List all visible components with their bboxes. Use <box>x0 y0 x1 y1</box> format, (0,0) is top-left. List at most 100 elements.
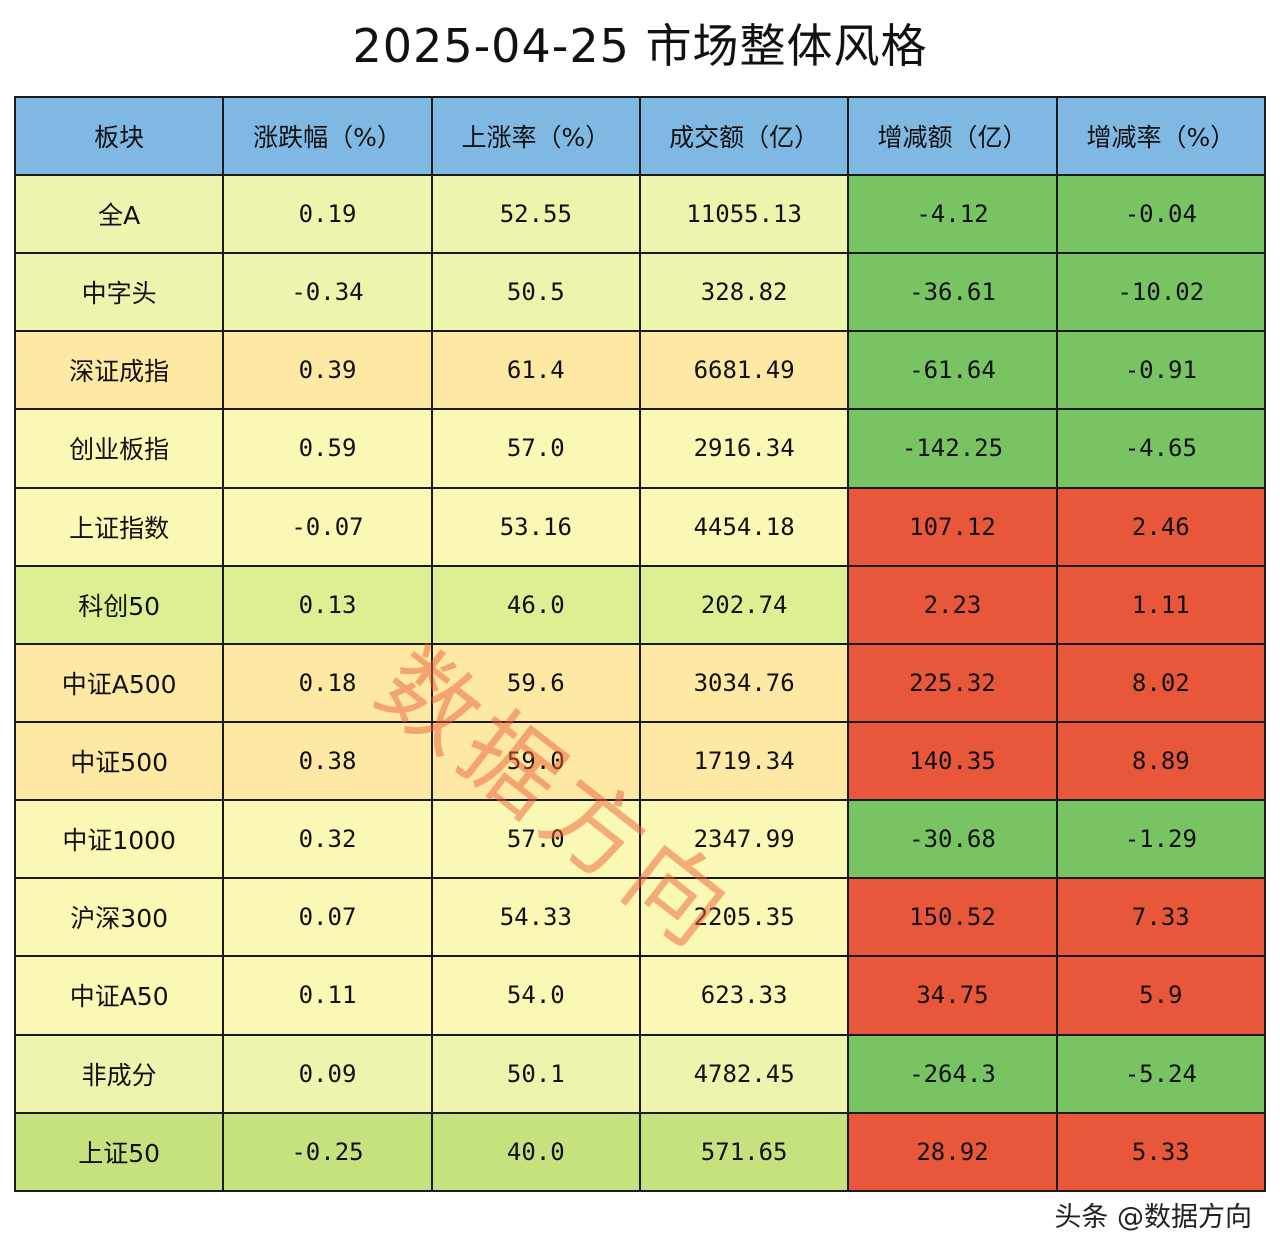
cell-advance-rate: 50.5 <box>430 252 641 333</box>
cell-turnover-delta: 225.32 <box>847 642 1058 723</box>
cell-change-pct: 0.38 <box>222 720 433 802</box>
cell-advance-rate: 57.0 <box>430 408 641 489</box>
cell-sector-name: 全A <box>13 173 225 255</box>
cell-change-pct: 0.59 <box>222 408 433 489</box>
table-row: 深证成指 0.39 61.4 6681.49 -61.64 -0.91 <box>13 330 1267 411</box>
cell-turnover-delta: 107.12 <box>847 486 1058 567</box>
cell-change-pct: -0.34 <box>222 252 433 333</box>
cell-sector-name: 深证成指 <box>13 330 225 411</box>
cell-turnover-delta-pct: -5.24 <box>1055 1033 1267 1114</box>
cell-change-pct: 0.09 <box>222 1033 433 1114</box>
table-row: 中证A500 0.18 59.6 3034.76 225.32 8.02 <box>13 642 1267 723</box>
column-header-turnover-delta: 增减额（亿） <box>847 96 1058 176</box>
cell-advance-rate: 57.0 <box>430 799 641 880</box>
cell-turnover-delta: 140.35 <box>847 720 1058 802</box>
table-row: 中字头 -0.34 50.5 328.82 -36.61 -10.02 <box>13 252 1267 333</box>
cell-turnover-delta-pct: 5.33 <box>1055 1111 1267 1193</box>
cell-turnover-delta: 34.75 <box>847 955 1058 1036</box>
cell-sector-name: 中证A500 <box>13 642 225 723</box>
cell-turnover-delta: -61.64 <box>847 330 1058 411</box>
cell-turnover-delta: 150.52 <box>847 877 1058 958</box>
cell-turnover-delta: -30.68 <box>847 799 1058 880</box>
cell-turnover: 11055.13 <box>638 173 850 255</box>
cell-turnover: 2205.35 <box>638 877 850 958</box>
cell-turnover-delta-pct: 2.46 <box>1055 486 1267 567</box>
cell-turnover: 2916.34 <box>638 408 850 489</box>
table-row: 中证1000 0.32 57.0 2347.99 -30.68 -1.29 <box>13 799 1267 880</box>
cell-advance-rate: 61.4 <box>430 330 641 411</box>
cell-turnover-delta-pct: 1.11 <box>1055 564 1267 645</box>
cell-turnover: 571.65 <box>638 1111 850 1193</box>
cell-change-pct: -0.25 <box>222 1111 433 1193</box>
table-row: 上证50 -0.25 40.0 571.65 28.92 5.33 <box>13 1111 1267 1193</box>
cell-turnover-delta: -4.12 <box>847 173 1058 255</box>
cell-sector-name: 科创50 <box>13 564 225 645</box>
cell-advance-rate: 54.0 <box>430 955 641 1036</box>
cell-sector-name: 中证1000 <box>13 799 225 880</box>
cell-sector-name: 创业板指 <box>13 408 225 489</box>
cell-turnover: 6681.49 <box>638 330 850 411</box>
cell-turnover-delta: -142.25 <box>847 408 1058 489</box>
cell-turnover: 3034.76 <box>638 642 850 723</box>
table-row: 中证A50 0.11 54.0 623.33 34.75 5.9 <box>13 955 1267 1036</box>
cell-change-pct: 0.07 <box>222 877 433 958</box>
cell-turnover-delta: -264.3 <box>847 1033 1058 1114</box>
cell-sector-name: 沪深300 <box>13 877 225 958</box>
cell-turnover: 623.33 <box>638 955 850 1036</box>
cell-turnover-delta-pct: 8.02 <box>1055 642 1267 723</box>
table-row: 上证指数 -0.07 53.16 4454.18 107.12 2.46 <box>13 486 1267 567</box>
cell-turnover: 328.82 <box>638 252 850 333</box>
column-header-advance-rate: 上涨率（%） <box>430 96 641 176</box>
cell-change-pct: -0.07 <box>222 486 433 567</box>
table-body: 全A 0.19 52.55 11055.13 -4.12 -0.04 中字头 -0.34 50.… <box>13 173 1267 1193</box>
cell-turnover-delta: 28.92 <box>847 1111 1058 1193</box>
chart-title: 2025-04-25 市场整体风格 <box>352 19 928 73</box>
cell-change-pct: 0.32 <box>222 799 433 880</box>
market-style-table: 板块 涨跌幅（%） 上涨率（%） 成交额（亿） 增减额（亿） 增减率（%） 全A… <box>13 96 1267 1193</box>
table-row: 非成分 0.09 50.1 4782.45 -264.3 -5.24 <box>13 1033 1267 1114</box>
cell-turnover: 2347.99 <box>638 799 850 880</box>
table-header-row: 板块 涨跌幅（%） 上涨率（%） 成交额（亿） 增减额（亿） 增减率（%） <box>13 96 1267 176</box>
cell-sector-name: 中字头 <box>13 252 225 333</box>
cell-sector-name: 非成分 <box>13 1033 225 1114</box>
cell-turnover: 4454.18 <box>638 486 850 567</box>
table-row: 科创50 0.13 46.0 202.74 2.23 1.11 <box>13 564 1267 645</box>
cell-change-pct: 0.11 <box>222 955 433 1036</box>
column-header-turnover: 成交额（亿） <box>638 96 850 176</box>
cell-advance-rate: 40.0 <box>430 1111 641 1193</box>
cell-sector-name: 中证A50 <box>13 955 225 1036</box>
cell-advance-rate: 46.0 <box>430 564 641 645</box>
cell-advance-rate: 53.16 <box>430 486 641 567</box>
table-row: 中证500 0.38 59.0 1719.34 140.35 8.89 <box>13 720 1267 802</box>
column-header-change-pct: 涨跌幅（%） <box>222 96 433 176</box>
column-header-sector: 板块 <box>13 96 225 176</box>
cell-turnover: 202.74 <box>638 564 850 645</box>
cell-change-pct: 0.18 <box>222 642 433 723</box>
cell-advance-rate: 52.55 <box>430 173 641 255</box>
cell-advance-rate: 54.33 <box>430 877 641 958</box>
cell-turnover-delta-pct: -10.02 <box>1055 252 1267 333</box>
column-header-turnover-delta-pct: 增减率（%） <box>1055 96 1267 176</box>
cell-turnover-delta-pct: -4.65 <box>1055 408 1267 489</box>
table-row: 沪深300 0.07 54.33 2205.35 150.52 7.33 <box>13 877 1267 958</box>
cell-sector-name: 中证500 <box>13 720 225 802</box>
cell-turnover-delta-pct: -0.91 <box>1055 330 1267 411</box>
cell-advance-rate: 59.0 <box>430 720 641 802</box>
cell-turnover-delta-pct: 7.33 <box>1055 877 1267 958</box>
cell-advance-rate: 59.6 <box>430 642 641 723</box>
cell-turnover-delta-pct: 8.89 <box>1055 720 1267 802</box>
cell-turnover-delta-pct: 5.9 <box>1055 955 1267 1036</box>
cell-turnover: 1719.34 <box>638 720 850 802</box>
cell-sector-name: 上证指数 <box>13 486 225 567</box>
cell-change-pct: 0.13 <box>222 564 433 645</box>
cell-change-pct: 0.19 <box>222 173 433 255</box>
table-row: 创业板指 0.59 57.0 2916.34 -142.25 -4.65 <box>13 408 1267 489</box>
cell-turnover-delta: 2.23 <box>847 564 1058 645</box>
cell-turnover-delta-pct: -0.04 <box>1055 173 1267 255</box>
footer-credit: 头条 @数据方向 <box>1054 1202 1252 1233</box>
table-row: 全A 0.19 52.55 11055.13 -4.12 -0.04 <box>13 173 1267 255</box>
cell-sector-name: 上证50 <box>13 1111 225 1193</box>
cell-advance-rate: 50.1 <box>430 1033 641 1114</box>
cell-turnover-delta-pct: -1.29 <box>1055 799 1267 880</box>
cell-change-pct: 0.39 <box>222 330 433 411</box>
